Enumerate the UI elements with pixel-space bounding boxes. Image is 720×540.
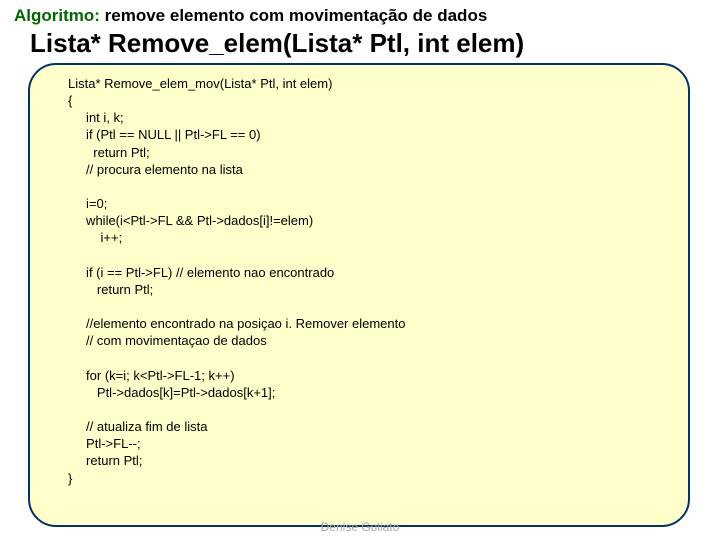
code-line: int i, k; <box>68 109 668 126</box>
code-line: //elemento encontrado na posiçao i. Remo… <box>68 315 668 332</box>
code-line: return Ptl; <box>68 144 668 161</box>
function-signature: Lista* Remove_elem(Lista* Ptl, int elem) <box>14 26 706 63</box>
code-line <box>68 178 668 195</box>
code-line: i++; <box>68 229 668 246</box>
code-line: { <box>68 92 668 109</box>
code-line: Ptl->dados[k]=Ptl->dados[k+1]; <box>68 384 668 401</box>
code-line: if (i == Ptl->FL) // elemento nao encont… <box>68 264 668 281</box>
code-line <box>68 247 668 264</box>
code-line: return Ptl; <box>68 281 668 298</box>
code-line: if (Ptl == NULL || Ptl->FL == 0) <box>68 126 668 143</box>
code-line: i=0; <box>68 195 668 212</box>
code-line: while(i<Ptl->FL && Ptl->dados[i]!=elem) <box>68 212 668 229</box>
code-box: Lista* Remove_elem_mov(Lista* Ptl, int e… <box>28 63 690 527</box>
slide-header: Algoritmo: remove elemento com movimenta… <box>0 0 720 63</box>
title-line: Algoritmo: remove elemento com movimenta… <box>14 6 706 26</box>
code-line: return Ptl; <box>68 452 668 469</box>
code-line: // atualiza fim de lista <box>68 418 668 435</box>
title-rest: remove elemento com movimentação de dado… <box>100 6 487 25</box>
code-line: for (k=i; k<Ptl->FL-1; k++) <box>68 367 668 384</box>
code-container: Lista* Remove_elem_mov(Lista* Ptl, int e… <box>68 75 668 487</box>
code-line <box>68 298 668 315</box>
code-line: Ptl->FL--; <box>68 435 668 452</box>
code-line: } <box>68 470 668 487</box>
code-line <box>68 401 668 418</box>
footer-author: Denise Guliato <box>321 520 400 534</box>
code-line: // com movimentaçao de dados <box>68 332 668 349</box>
title-keyword: Algoritmo: <box>14 6 100 25</box>
code-line: Lista* Remove_elem_mov(Lista* Ptl, int e… <box>68 75 668 92</box>
code-line: // procura elemento na lista <box>68 161 668 178</box>
code-line <box>68 350 668 367</box>
